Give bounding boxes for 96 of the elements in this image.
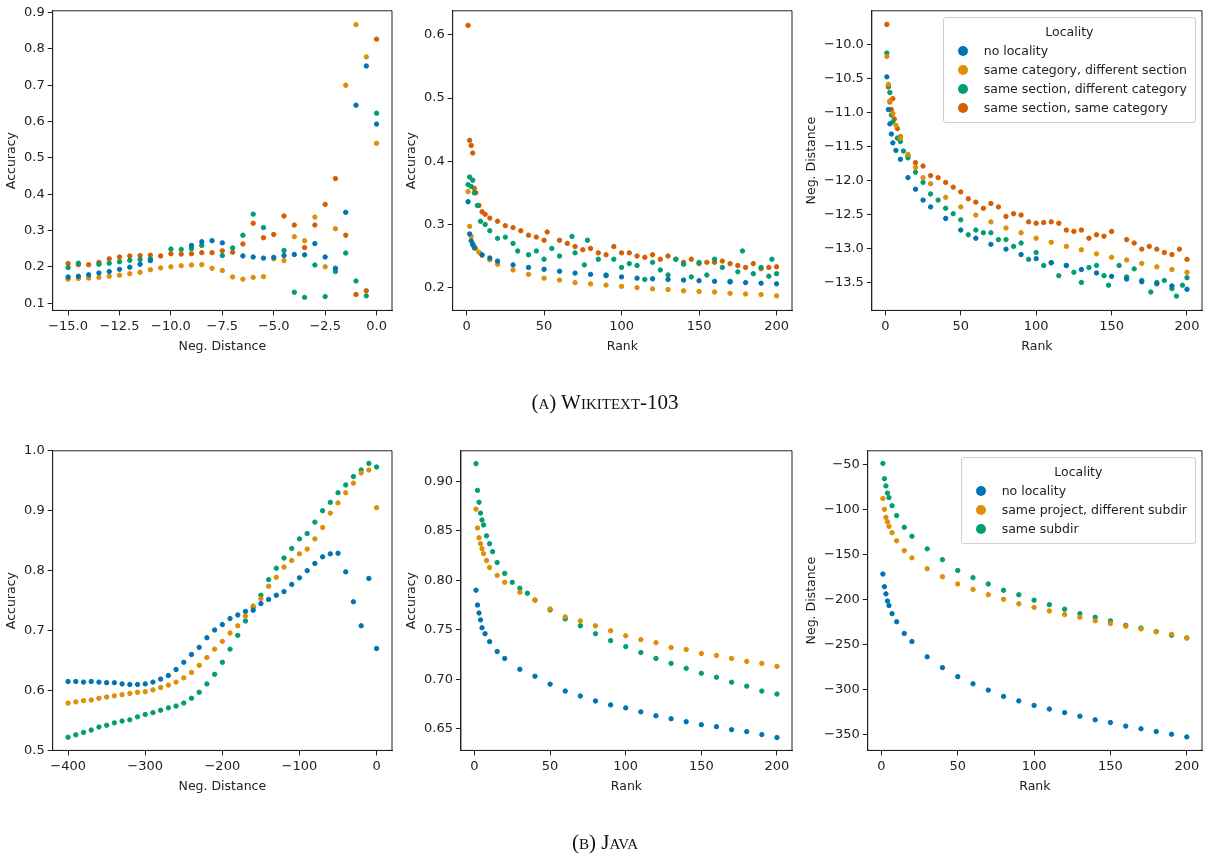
x-axis-title: Rank (1019, 777, 1052, 793)
x-tick-label: 150 (686, 317, 712, 333)
y-axis-title: Accuracy (2, 131, 18, 190)
x-tick-label: −100 (281, 757, 318, 773)
y-tick-label: 0.70 (423, 670, 453, 686)
x-tick-label: 100 (1021, 757, 1047, 773)
y-tick-label: 0.7 (23, 621, 45, 637)
y-axis-title: Accuracy (402, 131, 418, 190)
x-axis-title: Neg. Distance (178, 777, 267, 793)
y-tick-label: −12.5 (823, 205, 864, 221)
x-tick-label: 0 (462, 317, 471, 333)
y-tick-label: 0.8 (23, 40, 45, 56)
legend-label: same section, different category (983, 80, 1187, 96)
x-tick-label: −400 (50, 757, 86, 773)
x-tick-label: 100 (609, 317, 634, 333)
x-tick-label: −15.0 (48, 317, 89, 333)
y-tick-label: −10.0 (823, 35, 864, 51)
y-tick-label: 0.6 (423, 26, 445, 42)
x-tick-label: 150 (1099, 317, 1124, 333)
x-axis-title: Neg. Distance (178, 337, 267, 353)
x-tick-label: 200 (764, 317, 789, 333)
x-tick-label: 50 (949, 757, 966, 773)
y-tick-label: 0.5 (23, 149, 45, 165)
x-tick-label: 0 (877, 757, 886, 773)
legend-label: same category, different section (983, 61, 1187, 77)
y-tick-label: 0.75 (423, 621, 453, 637)
legend-label: same subdir (1001, 520, 1079, 536)
y-tick-label: 0.80 (423, 571, 453, 587)
y-tick-label: 1.0 (23, 442, 45, 458)
y-tick-label: −250 (823, 635, 860, 651)
y-axis-title: Accuracy (402, 571, 418, 630)
x-tick-label: 200 (764, 757, 790, 773)
x-tick-label: −2.5 (309, 317, 341, 333)
x-tick-label: 100 (1023, 317, 1049, 333)
x-tick-label: 0.0 (366, 317, 387, 333)
x-tick-label: 0 (470, 757, 479, 773)
legend-title: Locality (1044, 22, 1095, 41)
y-axis-title: Neg. Distance (802, 116, 818, 205)
x-tick-label: 0 (881, 317, 890, 333)
y-tick-label: −11.0 (823, 103, 864, 119)
y-tick-label: 0.90 (423, 472, 453, 488)
legend-label: same project, different subdir (1001, 501, 1187, 517)
text: (a) Wikitext-103 (530, 390, 680, 415)
y-tick-label: −350 (823, 725, 860, 741)
x-tick-label: −5.0 (257, 317, 290, 333)
y-tick-label: 0.7 (23, 76, 45, 92)
y-tick-label: −13.5 (823, 273, 864, 289)
x-tick-label: 50 (541, 757, 559, 773)
x-tick-label: 50 (952, 317, 970, 333)
x-tick-label: −10.0 (151, 317, 191, 333)
x-axis-title: Rank (606, 337, 639, 353)
x-tick-label: −12.5 (99, 317, 140, 333)
y-tick-label: 0.8 (23, 562, 45, 578)
y-tick-label: 0.2 (23, 258, 45, 274)
x-tick-label: −300 (127, 757, 164, 773)
y-tick-label: −11.5 (823, 137, 864, 153)
y-tick-label: −200 (823, 590, 860, 606)
y-tick-label: 0.3 (423, 215, 445, 231)
y-tick-label: 0.4 (23, 185, 45, 201)
y-tick-label: 0.4 (423, 152, 445, 168)
y-tick-label: −150 (823, 545, 860, 561)
x-tick-label: −200 (204, 757, 241, 773)
y-tick-label: 0.5 (423, 89, 445, 105)
x-tick-label: 200 (1174, 757, 1200, 773)
y-tick-label: 0.2 (423, 279, 445, 295)
x-tick-label: −7.5 (206, 317, 239, 333)
x-axis-title: Rank (1021, 337, 1054, 353)
text: (b) Java (570, 830, 639, 855)
y-tick-label: 0.1 (23, 294, 45, 310)
y-tick-label: −13.0 (823, 239, 864, 255)
y-tick-label: 0.9 (23, 3, 45, 19)
y-tick-label: 0.85 (423, 522, 453, 538)
y-axis-title: Neg. Distance (802, 556, 818, 645)
y-tick-label: −50 (832, 455, 860, 471)
x-tick-label: 150 (1098, 757, 1123, 773)
legend-label: same section, same category (983, 99, 1168, 115)
legend-title: Locality (1053, 462, 1104, 481)
y-tick-label: −10.5 (823, 69, 864, 85)
legend-label: no locality (983, 42, 1049, 58)
x-tick-label: 50 (535, 317, 553, 333)
y-tick-label: 0.9 (23, 502, 45, 518)
y-tick-label: 0.5 (23, 741, 45, 757)
x-tick-label: 0 (372, 757, 381, 773)
legend-label: no locality (1001, 482, 1067, 498)
y-tick-label: −100 (823, 500, 860, 516)
x-tick-label: 100 (613, 757, 639, 773)
y-tick-label: 0.65 (423, 720, 453, 736)
x-tick-label: 150 (688, 757, 714, 773)
y-tick-label: 0.3 (23, 221, 45, 237)
y-axis-title: Accuracy (2, 571, 18, 630)
x-axis-title: Rank (610, 777, 643, 793)
y-tick-label: −12.0 (823, 171, 864, 187)
y-tick-label: 0.6 (23, 681, 45, 697)
x-tick-label: 200 (1174, 317, 1200, 333)
y-tick-label: −300 (823, 680, 860, 696)
y-tick-label: 0.6 (23, 112, 45, 128)
